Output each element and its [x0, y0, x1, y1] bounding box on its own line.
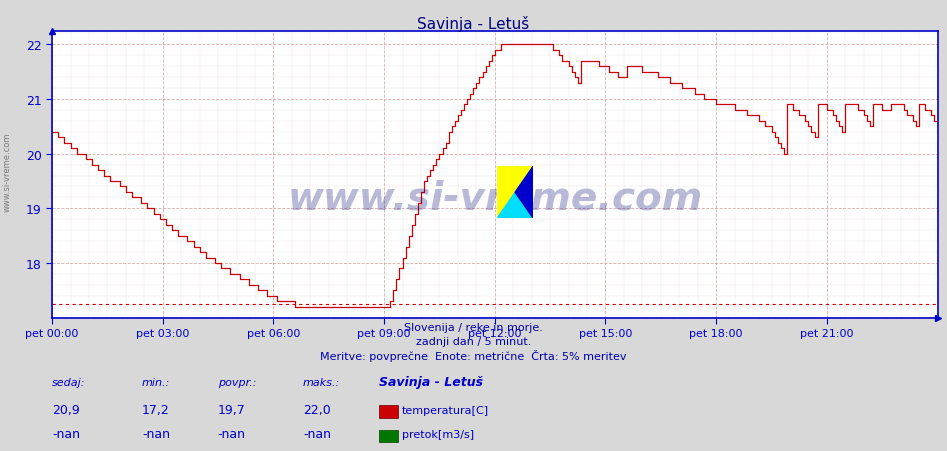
- Text: min.:: min.:: [142, 377, 170, 387]
- Text: Meritve: povprečne  Enote: metrične  Črta: 5% meritev: Meritve: povprečne Enote: metrične Črta:…: [320, 350, 627, 362]
- Polygon shape: [515, 167, 533, 219]
- Text: 19,7: 19,7: [218, 403, 245, 416]
- Text: -nan: -nan: [218, 428, 246, 441]
- Text: 17,2: 17,2: [142, 403, 170, 416]
- Text: Savinja - Letuš: Savinja - Letuš: [418, 16, 529, 32]
- Text: maks.:: maks.:: [303, 377, 340, 387]
- Polygon shape: [497, 167, 533, 219]
- Text: Slovenija / reke in morje.: Slovenija / reke in morje.: [404, 322, 543, 332]
- Text: sedaj:: sedaj:: [52, 377, 85, 387]
- Polygon shape: [497, 167, 533, 219]
- Text: zadnji dan / 5 minut.: zadnji dan / 5 minut.: [416, 336, 531, 346]
- Text: povpr.:: povpr.:: [218, 377, 257, 387]
- Text: temperatura[C]: temperatura[C]: [402, 405, 489, 414]
- Text: Savinja - Letuš: Savinja - Letuš: [379, 376, 483, 389]
- Text: -nan: -nan: [142, 428, 170, 441]
- Text: 20,9: 20,9: [52, 403, 80, 416]
- Text: 22,0: 22,0: [303, 403, 331, 416]
- Text: www.si-vreme.com: www.si-vreme.com: [287, 179, 703, 216]
- Text: -nan: -nan: [303, 428, 331, 441]
- Text: -nan: -nan: [52, 428, 80, 441]
- Text: pretok[m3/s]: pretok[m3/s]: [402, 429, 474, 439]
- Text: www.si-vreme.com: www.si-vreme.com: [3, 132, 12, 211]
